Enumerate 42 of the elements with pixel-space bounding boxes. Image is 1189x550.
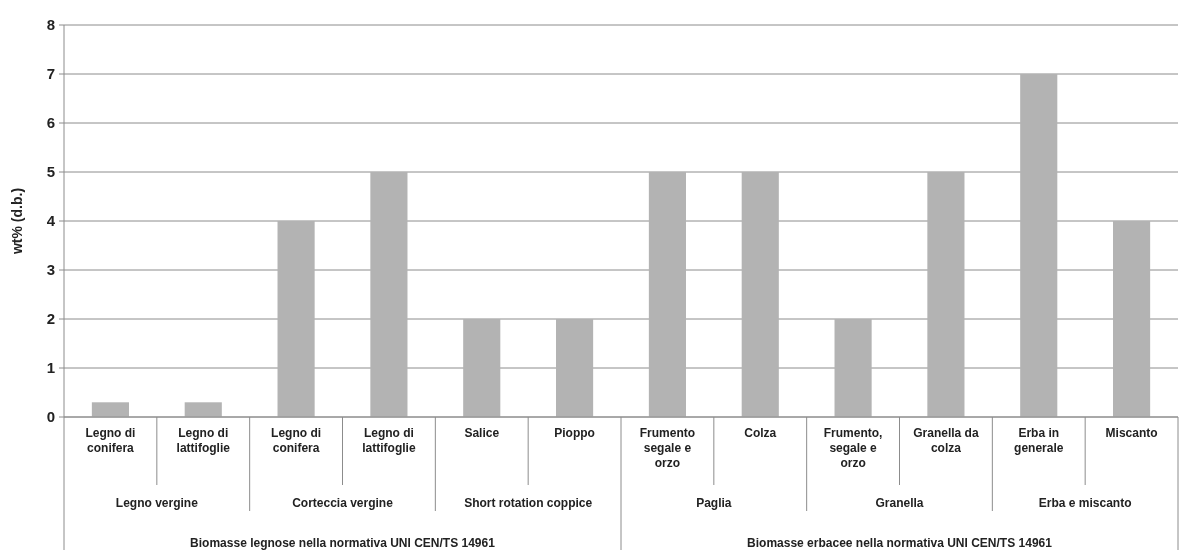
bar	[184, 402, 222, 417]
text: Legno vergine	[115, 496, 199, 510]
bar	[556, 319, 594, 417]
x-tick-label: Colza	[744, 426, 777, 440]
y-tick-label: 4	[46, 212, 56, 230]
bar	[648, 172, 686, 417]
y-tick-label: 1	[46, 359, 55, 377]
text: Biomasse erbacee nella normativa UNI CEN/TS 14961	[747, 536, 1053, 550]
bar	[91, 402, 129, 417]
y-tick-label: 5	[46, 163, 55, 181]
text: Biomasse legnose nella normativa UNI CEN/TS 14961	[190, 536, 496, 550]
bar	[741, 172, 779, 417]
y-tick-label: 3	[46, 261, 55, 279]
text: Paglia	[696, 496, 732, 510]
text: Corteccia vergine	[292, 496, 394, 510]
x-tick-label: Frumento segale e orzo	[639, 426, 696, 470]
x-tick-label: Legno di lattifoglie	[176, 426, 231, 455]
bar	[370, 172, 408, 417]
bar	[1020, 74, 1058, 417]
y-tick-label: 0	[46, 408, 55, 426]
x-tick-label: Pioppo	[554, 426, 595, 440]
x-tick-label: Legno di lattifoglie	[362, 426, 416, 455]
x-tick-label: Salice	[464, 426, 500, 440]
x-tick-label: Legno di conifera	[85, 426, 136, 455]
x-tick-label: Granella da colza	[913, 426, 979, 455]
x-tick-label: Erba in generale	[1014, 426, 1064, 455]
bar	[834, 319, 872, 417]
y-tick-label: 7	[46, 65, 55, 83]
bar	[277, 221, 315, 417]
bar	[463, 319, 501, 417]
x-tick-label: Miscanto	[1105, 426, 1158, 440]
bar	[927, 172, 965, 417]
text: Granella	[875, 496, 924, 510]
y-tick-label: 6	[46, 114, 55, 132]
text: Short rotation coppice	[464, 496, 593, 510]
y-tick-label: 8	[46, 16, 55, 34]
y-axis-title: wt% (d.b.)	[9, 187, 25, 256]
y-tick-label: 2	[46, 310, 55, 328]
bar	[1113, 221, 1151, 417]
x-tick-label: Legno di conifera	[271, 426, 322, 455]
x-tick-label: Frumento, segale e orzo	[823, 426, 883, 470]
text: Erba e miscanto	[1038, 496, 1132, 510]
